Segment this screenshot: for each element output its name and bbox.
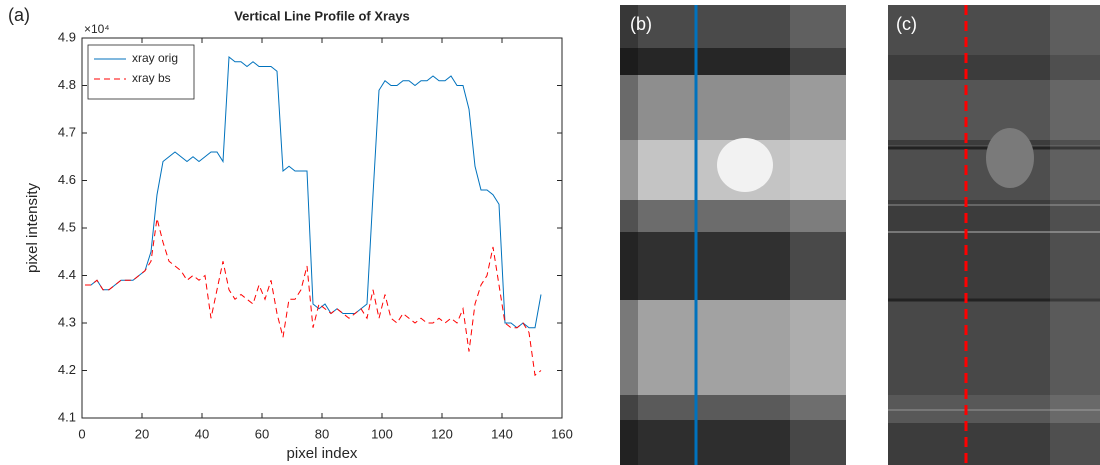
legend: xray orig xray bs	[87, 44, 195, 100]
x-tick-label: 80	[315, 426, 329, 441]
y-tick-label: 4.2	[58, 362, 76, 377]
x-tick-label: 0	[78, 426, 85, 441]
legend-box	[87, 44, 195, 100]
x-tick-label: 140	[491, 426, 513, 441]
y-tick-label: 4.7	[58, 124, 76, 139]
x-axis-label: pixel index	[287, 445, 358, 462]
y-multiplier: ×10⁴	[84, 22, 110, 36]
y-tick-label: 4.9	[58, 29, 76, 44]
y-axis-label: pixel intensity	[24, 182, 41, 273]
x-tick-label: 160	[551, 426, 573, 441]
data-line	[85, 218, 542, 377]
chart-title: Vertical Line Profile of Xrays	[234, 8, 410, 23]
y-tick-label: 4.6	[58, 172, 76, 187]
y-tick-label: 4.5	[58, 219, 76, 234]
x-tick-label: 100	[371, 426, 393, 441]
legend-label: xray bs	[132, 71, 171, 85]
y-tick-label: 4.8	[58, 77, 76, 92]
data-line	[85, 56, 542, 329]
x-tick-label: 120	[431, 426, 453, 441]
panel-label: (c)	[896, 14, 917, 34]
x-tick-label: 20	[135, 426, 149, 441]
y-tick-label: 4.1	[58, 409, 76, 424]
x-tick-label: 40	[195, 426, 209, 441]
y-tick-label: 4.3	[58, 314, 76, 329]
panel-label: (a)	[8, 5, 30, 25]
xray-image-original: (b)	[620, 5, 846, 465]
y-tick-label: 4.4	[58, 267, 76, 282]
legend-label: xray orig	[132, 51, 178, 65]
xray-image-background-subtracted: (c)	[888, 5, 1100, 465]
panel-label: (b)	[630, 14, 652, 34]
x-tick-label: 60	[255, 426, 269, 441]
